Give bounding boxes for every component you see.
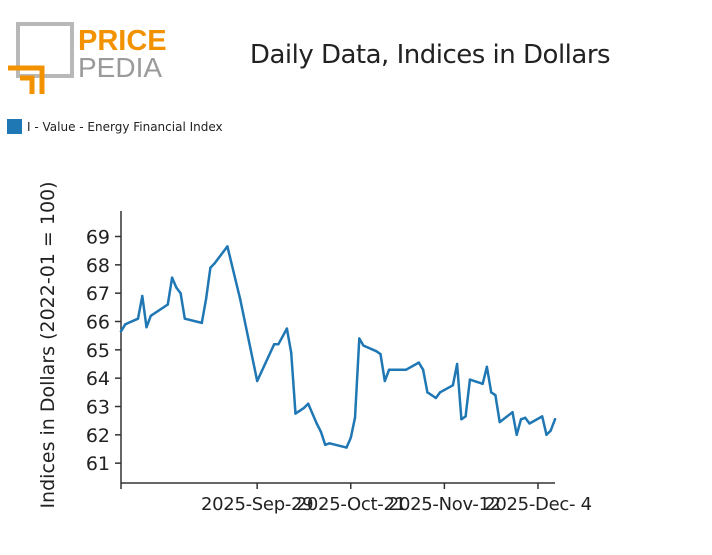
logo-word-pedia: PEDIA: [78, 52, 162, 83]
data-point: [175, 286, 178, 289]
data-point: [549, 429, 552, 432]
y-tick-label: 61: [86, 453, 110, 475]
data-point: [349, 436, 352, 439]
data-point: [141, 294, 144, 298]
data-point: [489, 391, 493, 394]
data-point: [345, 446, 348, 449]
data-point: [498, 420, 501, 424]
data-point: [438, 391, 442, 394]
data-point: [468, 378, 472, 381]
chart-title: Daily Data, Indices in Dollars: [249, 40, 611, 70]
series-points: [119, 245, 557, 449]
data-point: [511, 410, 514, 414]
logo-word-price: PRICE: [78, 25, 166, 57]
data-point: [383, 379, 387, 383]
data-point: [358, 337, 361, 340]
data-point: [200, 321, 204, 325]
data-point: [485, 365, 489, 369]
x-tick-label: 2025-Dec- 4: [484, 494, 592, 515]
data-point: [315, 422, 318, 425]
data-point: [255, 379, 259, 383]
data-point: [404, 368, 408, 371]
y-tick-label: 68: [86, 255, 110, 277]
data-point: [294, 412, 297, 415]
x-tick-label: 2025-Sep-29: [201, 494, 313, 515]
y-axis-title: Indices in Dollars (2022-01 = 100): [37, 181, 59, 508]
data-point: [464, 415, 467, 418]
data-point: [553, 418, 557, 421]
data-point: [421, 368, 425, 371]
data-point: [145, 325, 148, 329]
data-point: [183, 317, 187, 320]
logo-frame: [16, 22, 74, 78]
data-point: [213, 262, 216, 265]
data-point: [426, 391, 429, 394]
data-point: [379, 352, 382, 356]
data-point: [124, 323, 127, 326]
series-line: [119, 245, 557, 449]
data-point: [519, 418, 523, 421]
pricepedia-logo: PRICE PEDIA: [6, 22, 167, 94]
logo-bracket-outer: [8, 65, 45, 94]
data-point: [272, 342, 276, 346]
data-point: [417, 361, 421, 364]
data-point: [166, 303, 170, 306]
data-point: [136, 317, 140, 320]
y-tick-label: 65: [86, 340, 110, 362]
y-tick-label: 67: [86, 283, 110, 305]
data-point: [307, 402, 310, 405]
x-tick-label: 2025-Oct-21: [296, 494, 406, 515]
data-point: [455, 362, 459, 366]
logo-mark: PRICE PEDIA: [8, 22, 167, 94]
data-point: [226, 245, 229, 248]
data-point: [387, 368, 391, 371]
data-point: [524, 416, 527, 420]
data-point: [375, 350, 378, 353]
data-point: [515, 433, 518, 437]
y-tick-label: 64: [86, 368, 110, 390]
data-point: [149, 314, 152, 318]
y-tick-label: 63: [86, 397, 110, 419]
data-point: [545, 433, 548, 437]
data-point: [434, 396, 438, 400]
data-point: [494, 393, 497, 397]
x-tick-label: 2025-Nov-12: [388, 494, 501, 515]
data-point: [460, 418, 463, 421]
data-point: [324, 443, 327, 446]
data-point: [451, 384, 455, 387]
logo-bracket-inner: [20, 75, 35, 94]
data-point: [170, 276, 174, 279]
data-point: [481, 382, 484, 386]
chart-axes: 61 62 63 64 65 66 67 68 69 2025-Sep-292025-Oct-21…: [37, 181, 592, 515]
y-tick-label: 66: [86, 312, 110, 334]
data-point: [541, 415, 544, 418]
data-point: [319, 430, 323, 434]
data-point: [328, 442, 331, 445]
y-tick-label: 69: [86, 227, 110, 249]
data-point: [277, 342, 280, 346]
data-point: [179, 291, 182, 295]
data-point: [302, 406, 306, 410]
data-point: [528, 422, 531, 425]
chart-legend[interactable]: I - Value - Energy Financial Index: [7, 119, 223, 134]
data-point: [392, 368, 395, 371]
data-point: [353, 416, 357, 420]
data-point: [285, 327, 289, 330]
data-point: [289, 351, 293, 354]
legend-swatch: [7, 119, 22, 134]
legend-label: I - Value - Energy Financial Index: [27, 119, 223, 134]
y-tick-label: 62: [86, 425, 110, 447]
data-point: [362, 344, 365, 347]
data-point: [238, 297, 242, 301]
data-point: [209, 266, 212, 269]
data-point: [119, 330, 123, 333]
data-point: [204, 297, 208, 301]
